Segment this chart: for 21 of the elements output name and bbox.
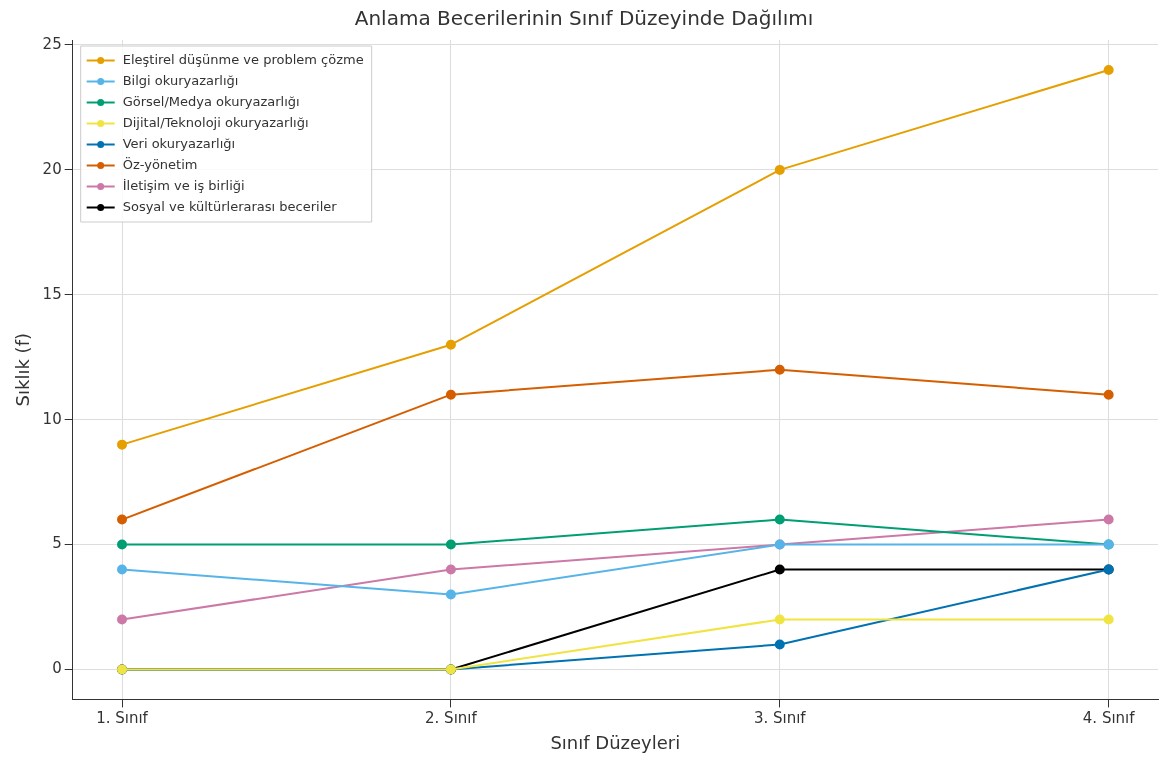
y-tick-label: 15 xyxy=(42,284,62,303)
y-tick-label: 5 xyxy=(52,534,62,553)
y-tick-label: 10 xyxy=(42,409,62,428)
x-tick-label: 3. Sınıf xyxy=(753,709,807,728)
x-tick-label: 4. Sınıf xyxy=(1082,709,1136,728)
legend-label: İletişim ve iş birliği xyxy=(122,177,245,193)
legend-label: Sosyal ve kültürlerarası beceriler xyxy=(122,198,338,214)
legend-label: Eleştirel düşünme ve problem çözme xyxy=(122,51,364,67)
x-axis-title: Sınıf Düzeyleri xyxy=(550,731,681,753)
legend-label: Bilgi okuryazarlığı xyxy=(122,72,239,88)
legend-label: Görsel/Medya okuryazarlığı xyxy=(122,93,300,109)
legend-label: Dijital/Teknoloji okuryazarlığı xyxy=(122,114,309,130)
x-tick-label: 1. Sınıf xyxy=(96,709,149,728)
y-tick-label: 20 xyxy=(42,159,62,178)
y-tick-label: 25 xyxy=(42,34,62,53)
y-tick-label: 0 xyxy=(52,659,62,678)
legend-label: Veri okuryazarlığı xyxy=(122,135,236,151)
chart-title: Anlama Becerilerinin Sınıf Düzeyinde Dağılımı xyxy=(354,6,814,31)
y-axis-title: Sıklık (f) xyxy=(12,333,34,407)
legend-label: Öz-yönetim xyxy=(122,155,198,172)
x-tick-label: 2. Sınıf xyxy=(425,709,478,728)
